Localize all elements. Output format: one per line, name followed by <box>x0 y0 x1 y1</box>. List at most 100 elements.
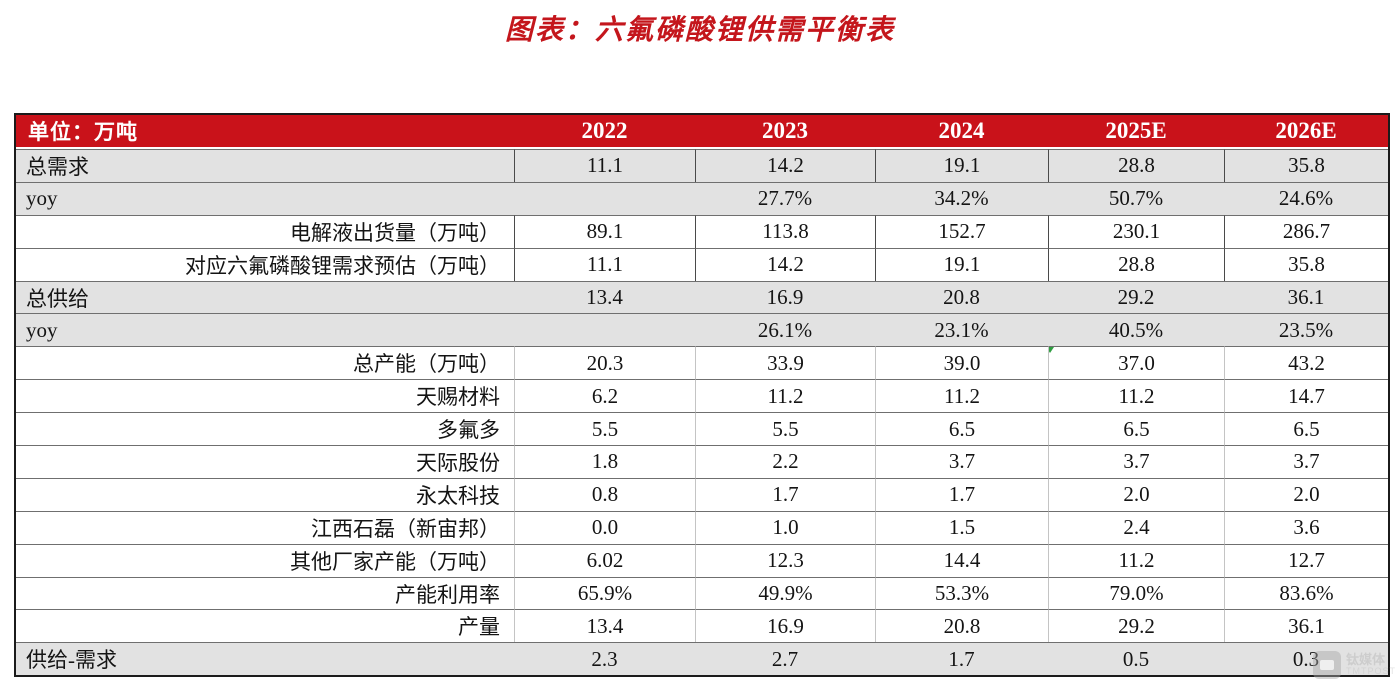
row-label: 产量 <box>16 609 514 643</box>
table-cell: 37.0 <box>1048 346 1224 380</box>
row-label: 天际股份 <box>16 445 514 478</box>
table-cell: 53.3% <box>875 576 1048 610</box>
table-cell: 11.2 <box>1048 379 1224 413</box>
table-row: 总产能（万吨） 20.3 33.9 39.0 37.0 43.2 <box>16 346 1388 380</box>
table-cell: 50.7% <box>1048 181 1224 215</box>
table-cell: 29.2 <box>1048 280 1224 314</box>
table-cell: 11.1 <box>514 247 695 281</box>
table-row: 其他厂家产能（万吨） 6.02 12.3 14.4 11.2 12.7 <box>16 543 1388 577</box>
supply-demand-table: 单位：万吨 2022 2023 2024 2025E 2026E 总需求 11.1… <box>14 113 1390 678</box>
table-cell: 2.2 <box>695 445 875 478</box>
table-cell: 16.9 <box>695 609 875 643</box>
table-cell: 20.3 <box>514 346 695 380</box>
table-cell: 11.1 <box>514 149 695 182</box>
table-cell: 1.5 <box>875 510 1048 544</box>
table-cell: 35.8 <box>1224 149 1388 182</box>
watermark-en-label: TMTPOST <box>1346 666 1396 677</box>
table-cell: 14.2 <box>695 149 875 182</box>
table-cell: 1.7 <box>695 477 875 511</box>
table-cell: 12.7 <box>1224 543 1388 577</box>
table-cell: 13.4 <box>514 280 695 314</box>
table-cell: 28.8 <box>1048 149 1224 182</box>
table-cell: 230.1 <box>1048 214 1224 248</box>
row-label: 总产能（万吨） <box>16 346 514 380</box>
table-cell: 1.0 <box>695 510 875 544</box>
tmtpost-logo-icon <box>1313 651 1341 679</box>
year-header-cell: 2022 <box>514 115 695 149</box>
table-cell: 0.8 <box>514 477 695 511</box>
table-cell: 0.5 <box>1048 642 1224 676</box>
table-row: yoy 26.1% 23.1% 40.5% 23.5% <box>16 313 1388 347</box>
table-row: 供给-需求 2.3 2.7 1.7 0.5 0.3 <box>16 642 1388 676</box>
table-cell: 113.8 <box>695 214 875 248</box>
year-header-cell: 2024 <box>875 115 1048 149</box>
table-cell: 11.2 <box>875 379 1048 413</box>
row-label: yoy <box>16 181 514 215</box>
table-cell: 2.4 <box>1048 510 1224 544</box>
table-row: 产能利用率 65.9% 49.9% 53.3% 79.0% 83.6% <box>16 576 1388 610</box>
row-label: 对应六氟磷酸锂需求预估（万吨） <box>16 247 514 281</box>
table-cell: 14.4 <box>875 543 1048 577</box>
table-cell <box>514 181 695 215</box>
table-cell: 20.8 <box>875 609 1048 643</box>
table-cell: 89.1 <box>514 214 695 248</box>
row-label: yoy <box>16 313 514 347</box>
table-cell: 14.2 <box>695 247 875 281</box>
year-header-cell: 2025E <box>1048 115 1224 149</box>
watermark-cn-label: 钛媒体 <box>1346 652 1386 668</box>
row-label: 其他厂家产能（万吨） <box>16 543 514 577</box>
table-cell: 152.7 <box>875 214 1048 248</box>
table-cell: 286.7 <box>1224 214 1388 248</box>
table-cell: 3.7 <box>875 445 1048 478</box>
table-cell: 6.2 <box>514 379 695 413</box>
table-cell: 6.02 <box>514 543 695 577</box>
table-row: 对应六氟磷酸锂需求预估（万吨） 11.1 14.2 19.1 28.8 35.8 <box>16 247 1388 281</box>
table-cell: 2.0 <box>1224 477 1388 511</box>
year-header-cell: 2026E <box>1224 115 1388 149</box>
table-row: 天际股份 1.8 2.2 3.7 3.7 3.7 <box>16 445 1388 478</box>
table-cell: 13.4 <box>514 609 695 643</box>
table-cell <box>514 313 695 347</box>
table-cell: 83.6% <box>1224 576 1388 610</box>
table-cell: 3.6 <box>1224 510 1388 544</box>
row-label: 多氟多 <box>16 412 514 446</box>
table-cell: 26.1% <box>695 313 875 347</box>
comment-marker-icon <box>1049 347 1054 354</box>
table-cell: 29.2 <box>1048 609 1224 643</box>
row-label: 电解液出货量（万吨） <box>16 214 514 248</box>
table-cell: 27.7% <box>695 181 875 215</box>
table-cell: 19.1 <box>875 149 1048 182</box>
table-cell: 14.7 <box>1224 379 1388 413</box>
row-label: 产能利用率 <box>16 576 514 610</box>
table-cell: 6.5 <box>875 412 1048 446</box>
table-cell: 0.3 <box>1224 642 1388 676</box>
table-cell: 1.8 <box>514 445 695 478</box>
table-cell: 33.9 <box>695 346 875 380</box>
row-label: 总供给 <box>16 280 514 314</box>
table-row: 电解液出货量（万吨） 89.1 113.8 152.7 230.1 286.7 <box>16 214 1388 248</box>
row-label: 江西石磊（新宙邦） <box>16 510 514 544</box>
table-cell: 5.5 <box>695 412 875 446</box>
table-cell: 11.2 <box>695 379 875 413</box>
table-cell: 3.7 <box>1048 445 1224 478</box>
table-cell: 49.9% <box>695 576 875 610</box>
year-header-cell: 2023 <box>695 115 875 149</box>
table-cell: 6.5 <box>1048 412 1224 446</box>
table-row: 多氟多 5.5 5.5 6.5 6.5 6.5 <box>16 412 1388 446</box>
table-row: 总需求 11.1 14.2 19.1 28.8 35.8 <box>16 149 1388 182</box>
table-cell: 36.1 <box>1224 280 1388 314</box>
table-cell: 43.2 <box>1224 346 1388 380</box>
table-row: 产量 13.4 16.9 20.8 29.2 36.1 <box>16 609 1388 643</box>
row-label: 总需求 <box>16 149 514 182</box>
table-cell: 1.7 <box>875 642 1048 676</box>
table-cell: 6.5 <box>1224 412 1388 446</box>
table-row: 永太科技 0.8 1.7 1.7 2.0 2.0 <box>16 477 1388 511</box>
table-cell: 65.9% <box>514 576 695 610</box>
row-label: 天赐材料 <box>16 379 514 413</box>
table-cell: 36.1 <box>1224 609 1388 643</box>
table-cell: 11.2 <box>1048 543 1224 577</box>
unit-header-cell: 单位：万吨 <box>16 115 514 149</box>
table-row: 江西石磊（新宙邦） 0.0 1.0 1.5 2.4 3.6 <box>16 510 1388 544</box>
watermark: 钛媒体 TMTPOST <box>1313 651 1396 679</box>
